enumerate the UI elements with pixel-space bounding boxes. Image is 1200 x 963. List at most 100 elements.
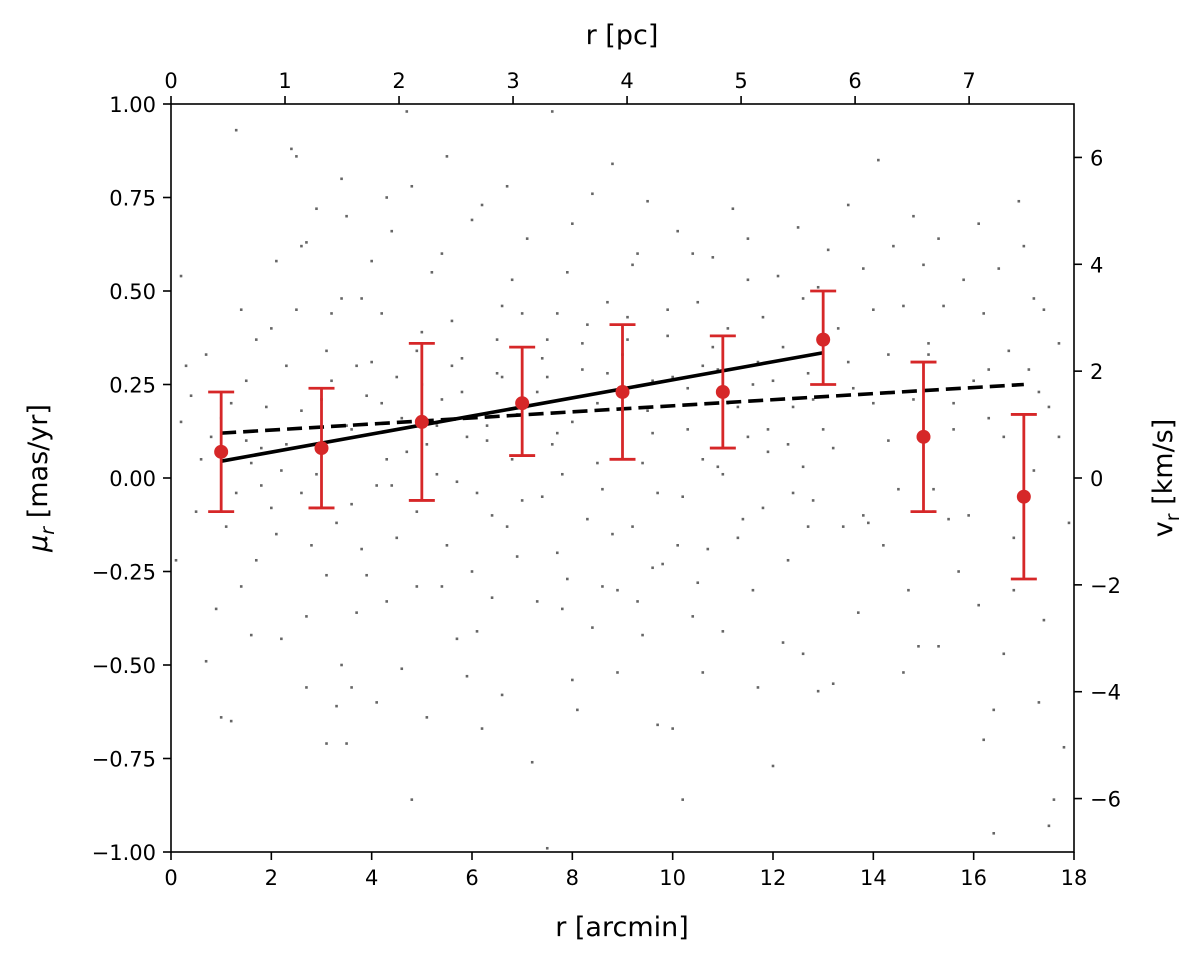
scatter-point — [806, 525, 810, 528]
scatter-point — [280, 637, 283, 641]
scatter-point — [591, 192, 594, 196]
scatter-point — [285, 364, 288, 368]
scatter-point — [345, 424, 348, 427]
scatter-point — [400, 667, 404, 671]
bin-mean-point — [916, 429, 931, 444]
scatter-point — [209, 435, 213, 439]
top-x-tick-label: 1 — [278, 69, 291, 93]
scatter-point — [224, 525, 228, 528]
scatter-point — [420, 330, 424, 334]
scatter-point — [676, 229, 679, 233]
scatter-point — [646, 409, 649, 412]
scatter-point — [505, 525, 509, 528]
scatter-point — [751, 588, 755, 592]
scatter-point — [465, 674, 469, 678]
scatter-point — [360, 297, 363, 300]
scatter-point — [375, 701, 378, 704]
scatter-point — [450, 319, 454, 323]
scatter-point — [199, 458, 203, 461]
scatter-point — [611, 162, 614, 166]
scatter-point — [681, 495, 684, 498]
scatter-point — [229, 401, 233, 405]
scatter-point — [440, 398, 444, 401]
scatter-point — [500, 693, 504, 697]
scatter-point — [204, 353, 208, 356]
scatter-point — [656, 491, 659, 495]
scatter-point — [872, 401, 875, 405]
scatter-point — [932, 487, 935, 491]
bin-mean-point — [715, 384, 730, 399]
axes: 0 2 4 6 8 10 12 14 16 180 1 2 3 4 5 6 71.000.750.500.250… — [92, 69, 1121, 890]
scatter-point — [801, 465, 805, 469]
scatter-point — [746, 278, 750, 282]
scatter-point — [249, 633, 253, 637]
scatter-point — [295, 155, 298, 158]
scatter-point — [711, 345, 715, 349]
scatter-point — [1027, 368, 1031, 371]
scatter-point — [681, 798, 684, 801]
scatter-point — [405, 450, 409, 454]
scatter-point — [912, 398, 915, 401]
scatter-point — [631, 263, 634, 267]
scatter-point — [741, 517, 745, 521]
top-x-tick-label: 7 — [962, 69, 975, 93]
scatter-point — [1037, 701, 1041, 704]
right-y-tick-label: 4 — [1090, 253, 1103, 277]
scatter-point — [1017, 199, 1021, 203]
scatter-point — [300, 409, 303, 412]
scatter-point — [234, 491, 238, 495]
right-y-tick-label: −2 — [1090, 574, 1121, 598]
scatter-point — [982, 738, 985, 742]
scatter-point — [325, 349, 328, 353]
scatter-point — [234, 128, 238, 132]
scatter-point — [415, 510, 419, 513]
y-tick-label: 1.00 — [109, 93, 156, 117]
scatter-point — [550, 443, 554, 446]
scatter-point — [591, 626, 594, 629]
scatter-point — [480, 727, 484, 730]
scatter-point — [691, 252, 695, 255]
scatter-point — [821, 428, 825, 431]
y-tick-label: 0.25 — [109, 374, 156, 398]
x-tick-label: 6 — [465, 866, 478, 890]
scatter-point — [646, 199, 649, 203]
scatter-point — [295, 308, 298, 311]
scatter-point — [1002, 435, 1006, 439]
bin-mean-point — [214, 444, 229, 459]
scatter-point — [395, 536, 399, 540]
top-x-tick-label: 2 — [392, 69, 405, 93]
scatter-point — [937, 645, 940, 648]
scatter-point — [184, 364, 188, 368]
scatter-point — [425, 716, 429, 719]
scatter-point — [475, 630, 479, 633]
scatter-point — [425, 443, 429, 446]
scatter-point — [350, 686, 353, 689]
scatter-point — [335, 704, 338, 708]
right-y-tick-label: 0 — [1090, 467, 1103, 491]
scatter-point — [254, 558, 258, 562]
scatter-point — [952, 428, 955, 431]
scatter-point — [836, 327, 840, 330]
scatter-point — [475, 491, 479, 495]
scatter-point — [555, 551, 559, 555]
x-tick-label: 8 — [566, 866, 579, 890]
scatter-point — [260, 484, 263, 487]
scatter-point — [977, 603, 980, 607]
scatter-point — [816, 285, 820, 289]
scatter-point — [460, 357, 464, 360]
scatter-point — [611, 532, 614, 536]
scatter-point — [696, 581, 700, 585]
scatter-point — [1052, 798, 1056, 801]
scatter-point — [510, 278, 514, 282]
scatter-point — [701, 458, 705, 461]
scatter-point — [485, 424, 489, 427]
member-stars-scatter — [174, 110, 1071, 850]
x-tick-label: 4 — [365, 866, 378, 890]
scatter-point — [601, 585, 604, 588]
plot-area — [171, 104, 1074, 852]
scatter-point — [310, 544, 313, 547]
scatter-point — [992, 708, 996, 712]
scatter-point — [887, 353, 890, 356]
scatter-point — [194, 510, 198, 513]
scatter-point — [696, 300, 700, 304]
